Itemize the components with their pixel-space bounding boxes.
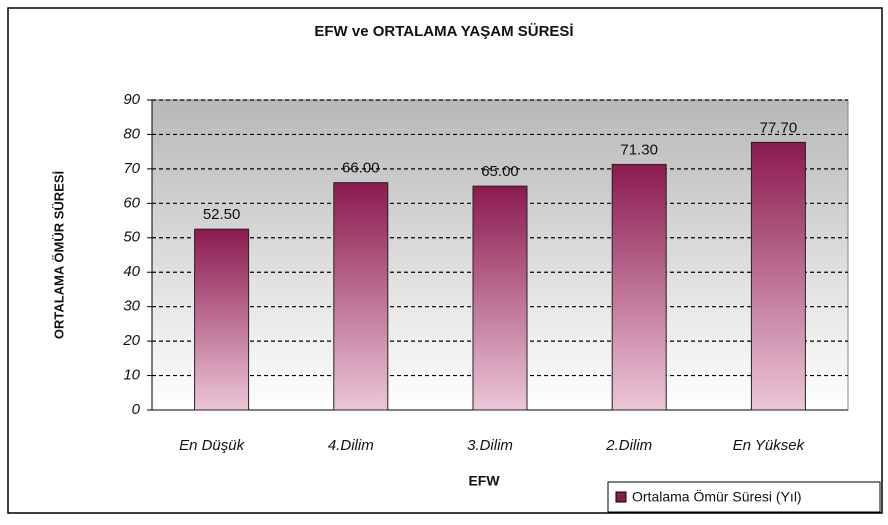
- y-tick-label: 50: [123, 229, 140, 246]
- y-tick-label: 70: [123, 160, 140, 177]
- bar: [472, 185, 528, 411]
- x-axis-label: EFW: [468, 473, 500, 489]
- data-label: 66.00: [342, 160, 380, 177]
- data-label: 65.00: [481, 163, 519, 180]
- bar: [750, 141, 806, 411]
- legend-label: Ortalama Ömür Süresi (Yıl): [632, 488, 802, 505]
- y-tick-label: 10: [123, 367, 140, 384]
- legend-swatch: [615, 491, 627, 503]
- data-label: 52.50: [203, 206, 241, 223]
- y-tick-label: 30: [123, 298, 140, 315]
- legend: [607, 481, 881, 513]
- chart-title: EFW ve ORTALAMA YAŞAM SÜRESİ: [314, 23, 573, 40]
- x-tick-label: 4.Dilim: [328, 437, 374, 454]
- data-label: 77.70: [760, 119, 798, 136]
- y-tick-label: 60: [123, 194, 140, 211]
- bar: [333, 182, 389, 411]
- bar: [611, 163, 667, 411]
- x-tick-label: En Yüksek: [733, 437, 806, 454]
- x-tick-label: En Düşük: [179, 437, 246, 454]
- y-tick-label: 80: [123, 125, 140, 142]
- y-tick-label: 0: [132, 401, 141, 418]
- x-tick-label: 2.Dilim: [605, 437, 652, 454]
- x-tick-label: 3.Dilim: [467, 437, 513, 454]
- y-tick-label: 90: [123, 91, 140, 108]
- y-tick-label: 20: [122, 332, 140, 349]
- y-axis-label: ORTALAMA ÖMÜR SÜRESİ: [51, 171, 66, 339]
- bar: [194, 228, 250, 411]
- data-label: 71.30: [620, 141, 658, 158]
- y-tick-label: 40: [123, 263, 140, 280]
